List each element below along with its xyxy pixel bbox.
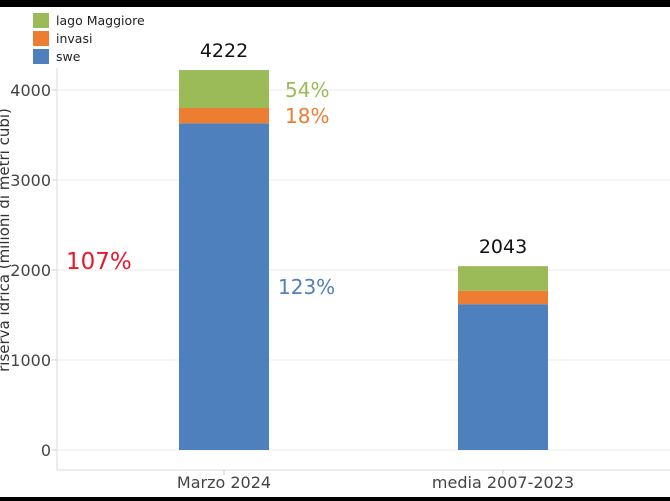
bar-swe-0 xyxy=(179,123,269,451)
bottom-frame-bar xyxy=(0,497,670,501)
legend-label-invasi: invasi xyxy=(56,31,92,46)
y-tick-label-0: 0 xyxy=(41,441,51,460)
legend-swatch-swe xyxy=(33,49,49,64)
top-frame-bar xyxy=(0,0,670,7)
legend-swatch-invasi xyxy=(33,31,49,46)
x-tick-label-1: media 2007-2023 xyxy=(432,473,574,492)
bar-invasi-0 xyxy=(179,108,269,124)
bar-total-label-1: 2043 xyxy=(479,236,527,258)
y-tick-label-2000: 2000 xyxy=(10,261,51,280)
bar-lago-maggiore-0 xyxy=(179,70,269,108)
annotation-0: 54% xyxy=(285,78,329,102)
bar-lago-maggiore-1 xyxy=(458,266,548,291)
legend-label-swe: swe xyxy=(56,49,81,64)
bar-invasi-1 xyxy=(458,290,548,305)
legend-swatch-lago-maggiore xyxy=(33,13,49,28)
annotation-3: 107% xyxy=(66,249,132,275)
x-tick-label-0: Marzo 2024 xyxy=(177,473,271,492)
y-tick-label-4000: 4000 xyxy=(10,81,51,100)
legend-label-lago-maggiore: lago Maggiore xyxy=(56,13,145,28)
y-tick-label-3000: 3000 xyxy=(10,171,51,190)
y-tick-label-1000: 1000 xyxy=(10,351,51,370)
bar-swe-1 xyxy=(458,304,548,450)
y-axis-label: riserva idrica (milioni di metri cubi) xyxy=(0,108,13,372)
annotation-1: 18% xyxy=(285,104,329,128)
bar-total-label-0: 4222 xyxy=(200,40,248,62)
annotation-2: 123% xyxy=(278,275,335,299)
